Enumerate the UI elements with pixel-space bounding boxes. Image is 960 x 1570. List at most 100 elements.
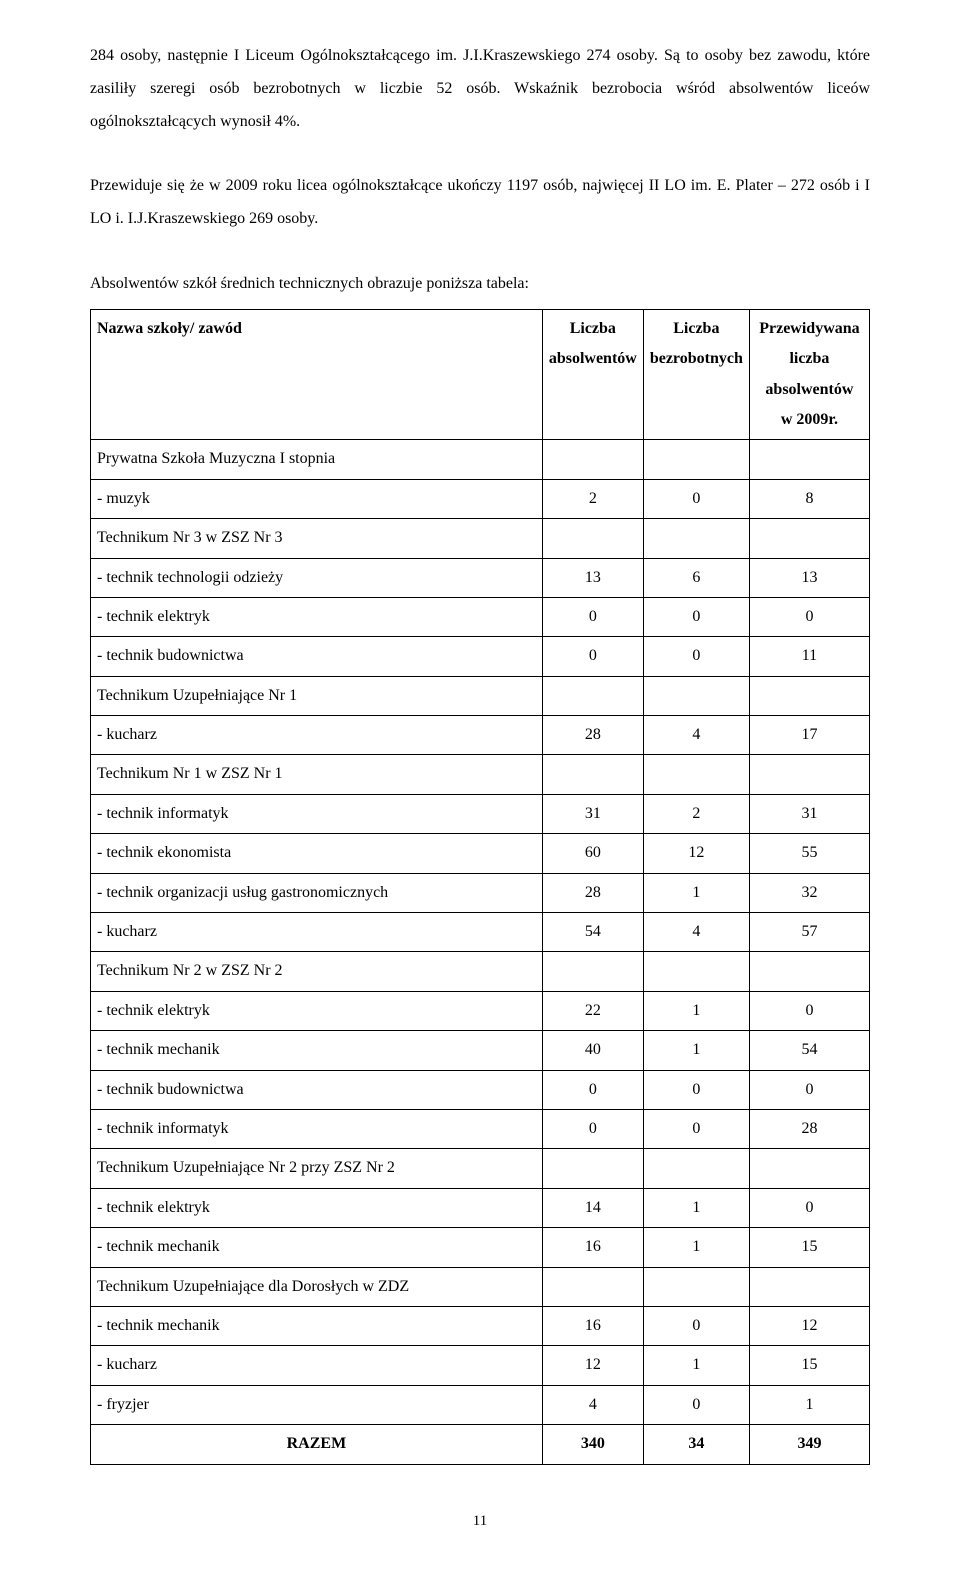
row-value: 55 bbox=[749, 834, 869, 873]
row-value bbox=[542, 440, 643, 479]
row-value: 54 bbox=[749, 1031, 869, 1070]
table-row: - muzyk208 bbox=[91, 479, 870, 518]
row-value bbox=[542, 1149, 643, 1188]
header-col-4-bot: w 2009r. bbox=[781, 411, 838, 428]
row-value: 0 bbox=[542, 1070, 643, 1109]
page-number: 11 bbox=[90, 1513, 870, 1530]
row-label: Prywatna Szkoła Muzyczna I stopnia bbox=[91, 440, 543, 479]
row-value: 12 bbox=[643, 834, 749, 873]
table-body: Prywatna Szkoła Muzyczna I stopnia- muzy… bbox=[91, 440, 870, 1464]
row-value: 8 bbox=[749, 479, 869, 518]
table-row: Technikum Uzupełniające dla Dorosłych w … bbox=[91, 1267, 870, 1306]
header-col-2: Liczba absolwentów bbox=[542, 309, 643, 440]
row-label: - kucharz bbox=[91, 913, 543, 952]
row-value: 16 bbox=[542, 1306, 643, 1345]
table-row: - technik technologii odzieży13613 bbox=[91, 558, 870, 597]
row-label: Technikum Uzupełniające Nr 2 przy ZSZ Nr… bbox=[91, 1149, 543, 1188]
table-row: - technik budownictwa000 bbox=[91, 1070, 870, 1109]
table-row: Technikum Uzupełniające Nr 2 przy ZSZ Nr… bbox=[91, 1149, 870, 1188]
row-label: - technik mechanik bbox=[91, 1031, 543, 1070]
row-label: - technik ekonomista bbox=[91, 834, 543, 873]
header-col-2-top: Liczba bbox=[570, 320, 616, 337]
table-row: Technikum Uzupełniające Nr 1 bbox=[91, 676, 870, 715]
row-label: - muzyk bbox=[91, 479, 543, 518]
table-row: Technikum Nr 1 w ZSZ Nr 1 bbox=[91, 755, 870, 794]
row-value: 0 bbox=[643, 1109, 749, 1148]
row-label: - technik mechanik bbox=[91, 1306, 543, 1345]
row-value: 31 bbox=[749, 794, 869, 833]
table-row: - technik mechanik16115 bbox=[91, 1228, 870, 1267]
row-value: 32 bbox=[749, 873, 869, 912]
row-value: 0 bbox=[749, 1070, 869, 1109]
table-row: Technikum Nr 2 w ZSZ Nr 2 bbox=[91, 952, 870, 991]
row-value: 6 bbox=[643, 558, 749, 597]
row-value: 2 bbox=[643, 794, 749, 833]
table-row: - technik organizacji usług gastronomicz… bbox=[91, 873, 870, 912]
paragraph-1: 284 osoby, następnie I Liceum Ogólnokszt… bbox=[90, 40, 870, 138]
paragraph-2-text: Przewiduje się że w 2009 roku licea ogól… bbox=[90, 177, 870, 227]
row-value: 12 bbox=[749, 1306, 869, 1345]
row-value: 15 bbox=[749, 1346, 869, 1385]
header-col-3: Liczba bezrobotnych bbox=[643, 309, 749, 440]
row-label: Technikum Nr 1 w ZSZ Nr 1 bbox=[91, 755, 543, 794]
row-value: 1 bbox=[643, 1346, 749, 1385]
row-value: 31 bbox=[542, 794, 643, 833]
row-value: 0 bbox=[542, 597, 643, 636]
row-value: 14 bbox=[542, 1188, 643, 1227]
header-col-4-top: Przewidywana liczba bbox=[759, 320, 859, 367]
row-value: 28 bbox=[542, 716, 643, 755]
row-value: 40 bbox=[542, 1031, 643, 1070]
row-value: 1 bbox=[749, 1385, 869, 1424]
row-value bbox=[643, 1267, 749, 1306]
table-row: - technik informatyk0028 bbox=[91, 1109, 870, 1148]
row-value bbox=[542, 1267, 643, 1306]
table-row: - technik informatyk31231 bbox=[91, 794, 870, 833]
row-label: - technik organizacji usług gastronomicz… bbox=[91, 873, 543, 912]
row-label: - technik informatyk bbox=[91, 794, 543, 833]
header-col-4-mid: absolwentów bbox=[765, 381, 853, 398]
header-col-3-top: Liczba bbox=[673, 320, 719, 337]
row-value: 13 bbox=[542, 558, 643, 597]
row-value: 12 bbox=[542, 1346, 643, 1385]
row-label: Technikum Nr 2 w ZSZ Nr 2 bbox=[91, 952, 543, 991]
row-value: 28 bbox=[542, 873, 643, 912]
page: 284 osoby, następnie I Liceum Ogólnokszt… bbox=[0, 0, 960, 1570]
header-col-2-bot: absolwentów bbox=[549, 350, 637, 367]
row-value bbox=[643, 755, 749, 794]
row-value bbox=[749, 676, 869, 715]
row-value bbox=[643, 676, 749, 715]
row-label: - technik budownictwa bbox=[91, 637, 543, 676]
row-value: 0 bbox=[749, 597, 869, 636]
row-label: Technikum Uzupełniające dla Dorosłych w … bbox=[91, 1267, 543, 1306]
row-label: - technik elektryk bbox=[91, 1188, 543, 1227]
paragraph-2: Przewiduje się że w 2009 roku licea ogól… bbox=[90, 170, 870, 236]
row-label: - technik elektryk bbox=[91, 597, 543, 636]
row-value: 16 bbox=[542, 1228, 643, 1267]
row-value bbox=[749, 1149, 869, 1188]
table-row: - technik mechanik16012 bbox=[91, 1306, 870, 1345]
row-value: 1 bbox=[643, 1188, 749, 1227]
row-value: 0 bbox=[643, 1070, 749, 1109]
table-row: - technik budownictwa0011 bbox=[91, 637, 870, 676]
row-value bbox=[542, 952, 643, 991]
table-row: - technik elektryk000 bbox=[91, 597, 870, 636]
row-label: - technik informatyk bbox=[91, 1109, 543, 1148]
row-label: Technikum Uzupełniające Nr 1 bbox=[91, 676, 543, 715]
row-value: 0 bbox=[643, 479, 749, 518]
row-value bbox=[643, 1149, 749, 1188]
table-row: - technik elektryk1410 bbox=[91, 1188, 870, 1227]
row-label: - technik budownictwa bbox=[91, 1070, 543, 1109]
row-value bbox=[749, 952, 869, 991]
row-label: - technik technologii odzieży bbox=[91, 558, 543, 597]
row-value bbox=[643, 440, 749, 479]
row-value: 4 bbox=[542, 1385, 643, 1424]
table-row: Technikum Nr 3 w ZSZ Nr 3 bbox=[91, 519, 870, 558]
row-value: 15 bbox=[749, 1228, 869, 1267]
row-value: 1 bbox=[643, 873, 749, 912]
row-value: 54 bbox=[542, 913, 643, 952]
row-label: - technik elektryk bbox=[91, 991, 543, 1030]
row-value bbox=[749, 1267, 869, 1306]
row-label: Technikum Nr 3 w ZSZ Nr 3 bbox=[91, 519, 543, 558]
row-value: 4 bbox=[643, 716, 749, 755]
row-value: 13 bbox=[749, 558, 869, 597]
